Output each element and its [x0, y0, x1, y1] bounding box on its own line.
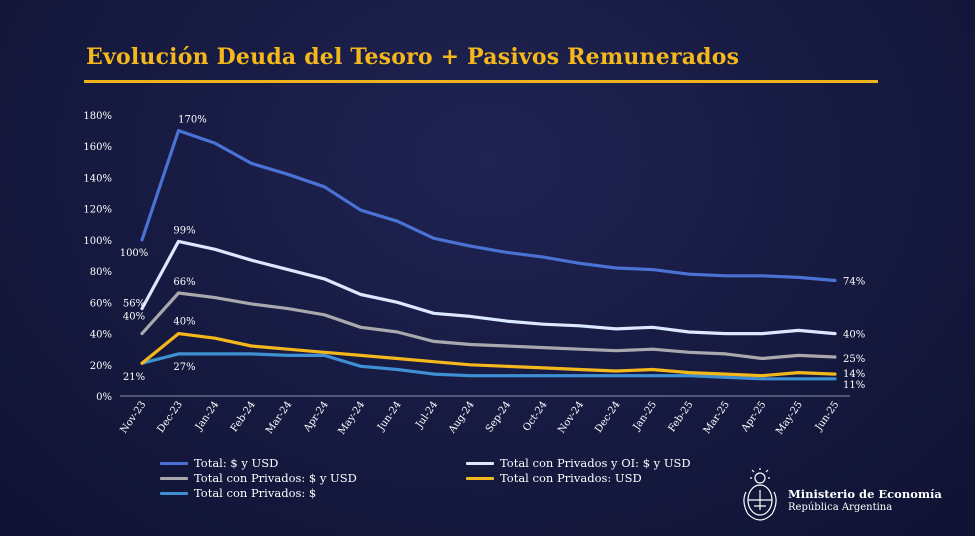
data-label: 40% [123, 312, 145, 323]
legend-label: Total con Privados y OI: $ y USD [500, 456, 691, 470]
ministry-name: Ministerio de Economía [788, 487, 942, 501]
x-tick-label: Sep-24 [484, 399, 513, 434]
data-label: 74% [843, 276, 865, 287]
series-line [140, 239, 837, 336]
x-tick-label: Apr-25 [739, 399, 768, 434]
y-tick-label: 60% [90, 298, 112, 309]
data-label: 170% [178, 115, 207, 126]
legend-swatch [160, 476, 188, 480]
y-tick-label: 140% [83, 173, 112, 184]
legend-item: Total: $ y USD [160, 456, 278, 470]
series-line [140, 129, 837, 283]
legend-swatch [466, 476, 494, 480]
x-tick-label: Mar-24 [264, 399, 294, 436]
legend-swatch [160, 461, 188, 465]
legend-label: Total con Privados: USD [500, 471, 642, 485]
title-underline [84, 80, 878, 83]
y-tick-label: 180% [83, 111, 112, 122]
y-tick-label: 40% [90, 330, 112, 341]
x-tick-label: May-25 [774, 399, 805, 436]
chart-legend: Total: $ y USD Total con Privados y OI: … [160, 456, 720, 504]
x-tick-label: Oct-24 [521, 399, 549, 433]
x-tick-label: Jan-24 [193, 399, 221, 433]
data-label: 100% [120, 248, 149, 259]
data-label: 56% [123, 299, 145, 310]
data-label: 21% [123, 372, 145, 383]
y-tick-label: 80% [90, 267, 112, 278]
data-label: 66% [173, 277, 195, 288]
x-tick-label: Dec-23 [155, 399, 184, 435]
legend-label: Total: $ y USD [194, 456, 279, 470]
y-tick-label: 0% [96, 392, 112, 403]
legend-label: Total con Privados: $ y USD [194, 471, 357, 485]
country-name: República Argentina [788, 502, 893, 513]
coat-of-arms-icon [743, 468, 777, 521]
x-tick-label: Jul-24 [414, 399, 441, 431]
x-tick-label: Dec-24 [593, 399, 622, 435]
legend-item: Total con Privados y OI: $ y USD [466, 456, 691, 470]
legend-item: Total con Privados: $ [160, 486, 316, 500]
x-tick-label: Jun-25 [813, 399, 842, 433]
data-label: 40% [843, 330, 865, 341]
ministry-logo: Ministerio de Economía República Argenti… [738, 466, 942, 524]
y-tick-label: 100% [83, 236, 112, 247]
x-tick-label: Feb-24 [229, 399, 258, 434]
data-label: 25% [843, 354, 865, 365]
data-label: 14% [843, 369, 865, 380]
legend-swatch [466, 461, 494, 465]
legend-item: Total con Privados: USD [466, 471, 642, 485]
series-line [140, 291, 837, 361]
x-tick-label: Jun-24 [375, 399, 404, 433]
y-tick-label: 20% [90, 361, 112, 372]
data-label: 99% [173, 225, 195, 236]
chart-title: Evolución Deuda del Tesoro + Pasivos Rem… [86, 44, 740, 70]
data-label: 11% [843, 380, 865, 391]
legend-item: Total con Privados: $ y USD [160, 471, 357, 485]
legend-swatch [160, 491, 188, 495]
legend-label: Total con Privados: $ [194, 486, 317, 500]
data-label: 40% [173, 317, 195, 328]
series-line [140, 352, 837, 381]
x-tick-label: Nov-24 [556, 399, 586, 435]
y-tick-label: 160% [83, 142, 112, 153]
data-label: 27% [173, 362, 195, 373]
x-tick-label: Apr-24 [301, 399, 330, 434]
series-line [140, 332, 837, 378]
x-tick-label: Aug-24 [446, 399, 476, 436]
x-tick-label: Mar-25 [702, 399, 732, 436]
x-tick-label: Jan-25 [631, 399, 659, 433]
x-tick-label: Nov-23 [118, 399, 148, 435]
y-tick-label: 120% [83, 205, 112, 216]
x-tick-label: May-24 [337, 399, 368, 436]
x-tick-label: Feb-25 [667, 399, 696, 434]
